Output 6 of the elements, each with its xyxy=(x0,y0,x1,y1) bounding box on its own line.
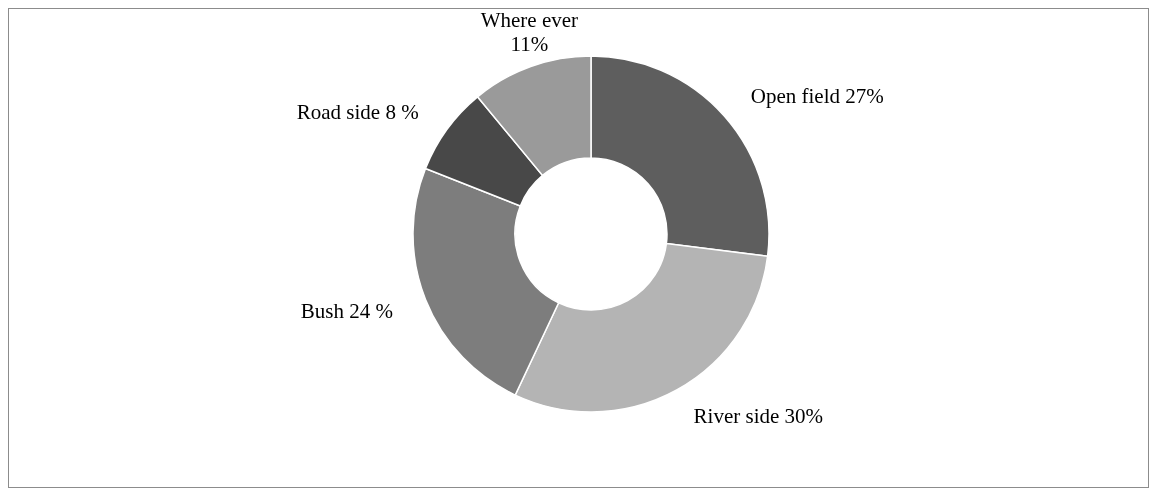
slice-label: Road side 8 % xyxy=(296,99,419,124)
slice-label: Bush 24 % xyxy=(300,298,393,323)
slice-label: Open field 27% xyxy=(750,84,884,109)
data-label: 11% xyxy=(510,32,549,56)
slice-label: Where ever xyxy=(480,8,579,32)
slice-label: River side 30% xyxy=(693,404,824,429)
